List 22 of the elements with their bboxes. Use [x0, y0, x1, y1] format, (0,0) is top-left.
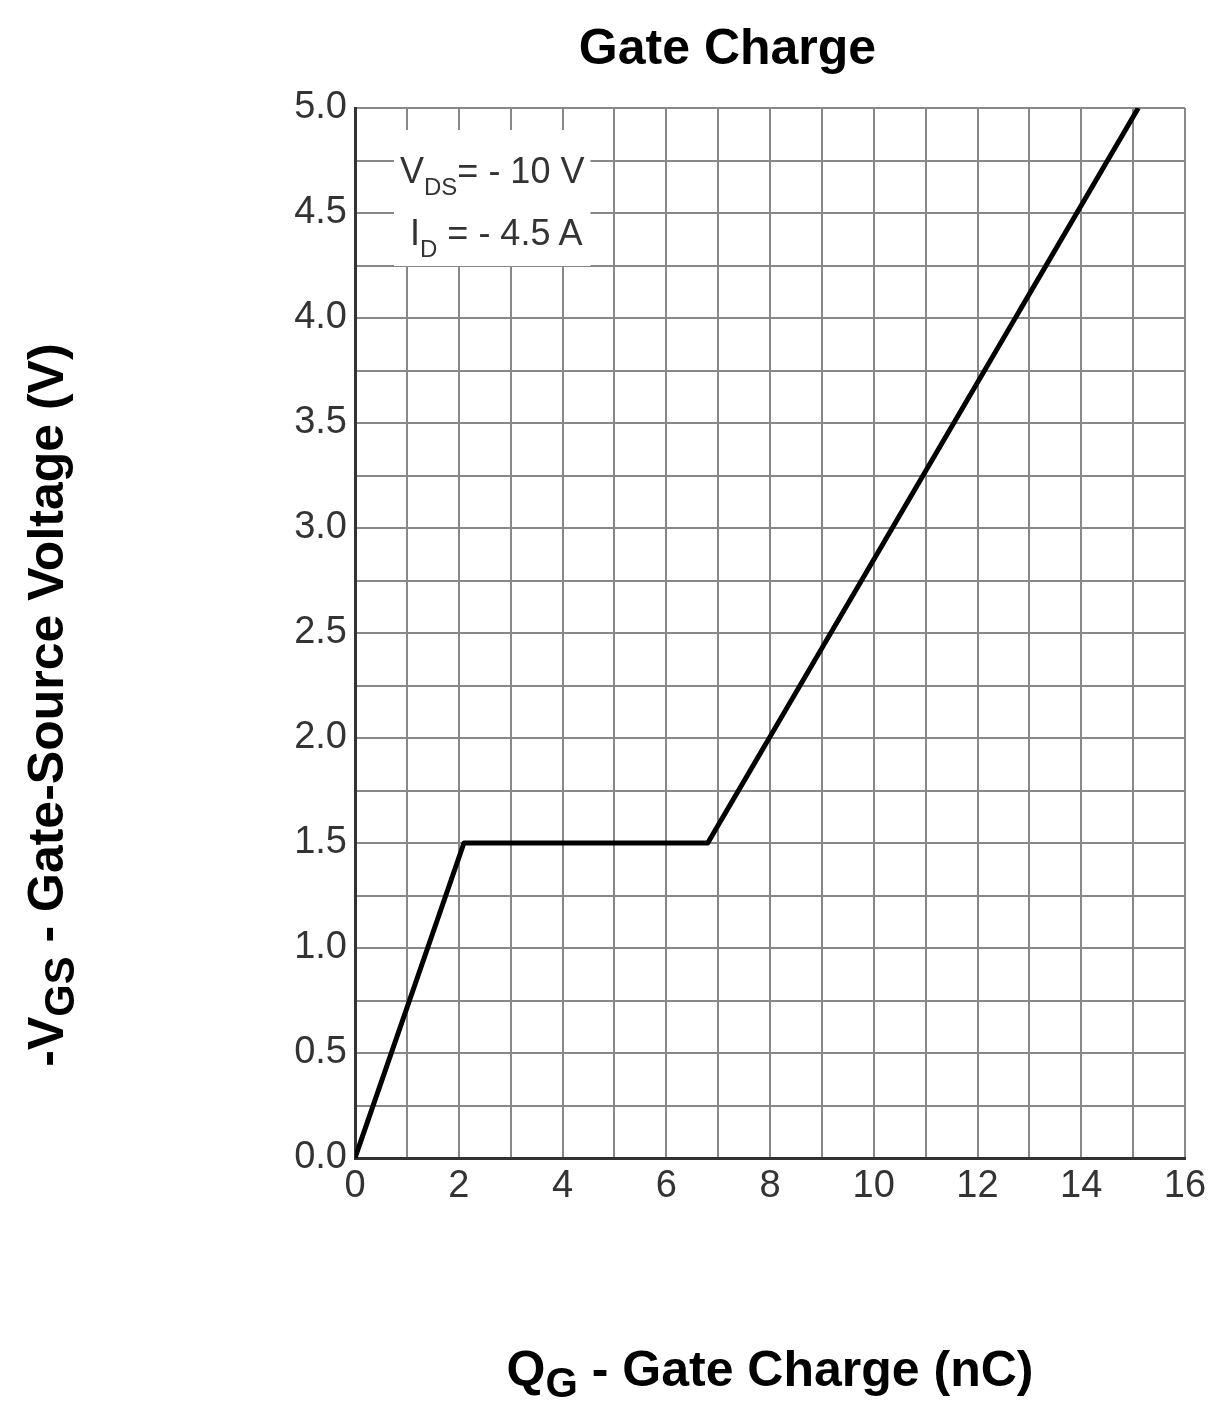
y-tick-label: 3.5: [294, 399, 347, 442]
x-tick-label: 12: [956, 1163, 999, 1206]
y-tick-label: 1.0: [294, 924, 347, 967]
x-tick-label: 8: [759, 1163, 781, 1206]
y-tick-label: 1.5: [294, 819, 347, 862]
x-tick-label: 14: [1060, 1163, 1103, 1206]
y-tick-label: 2.5: [294, 609, 347, 652]
y-tick-label: 4.5: [294, 189, 347, 232]
x-tick-label: 2: [448, 1163, 470, 1206]
chart-title: Gate Charge: [578, 18, 877, 75]
x-tick-label: 10: [852, 1163, 895, 1206]
x-tick-label: 4: [551, 1163, 574, 1206]
x-tick-label: 16: [1163, 1163, 1207, 1206]
y-tick-label: 0.0: [294, 1134, 347, 1177]
y-tick-label: 3.0: [294, 504, 347, 547]
y-tick-label: 0.5: [294, 1029, 347, 1072]
y-tick-label: 4.0: [294, 294, 347, 337]
x-tick-label: 0: [344, 1163, 366, 1206]
y-tick-label: 2.0: [294, 714, 347, 757]
y-tick-label: 5.0: [294, 84, 347, 127]
x-tick-label: 6: [655, 1163, 677, 1206]
x-axis-title: Q$_{G}$ - Gate Charge (nC): [506, 1340, 1034, 1407]
